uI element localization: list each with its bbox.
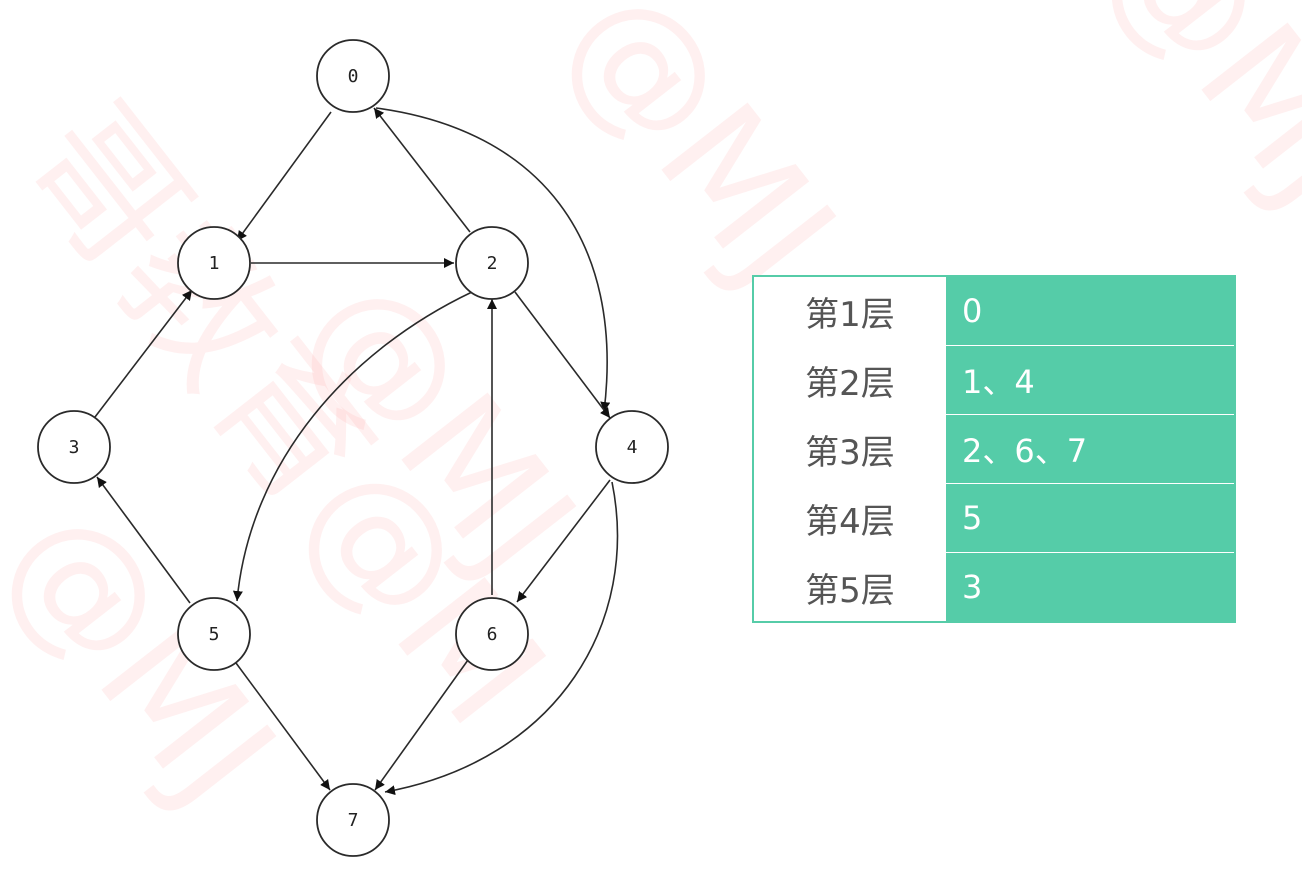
watermark-text: @MJ xyxy=(1072,0,1302,237)
node-3: 3 xyxy=(37,410,111,484)
edge-2-to-4 xyxy=(514,291,611,419)
node-6-label: 6 xyxy=(487,624,498,645)
level-row: 第4层 5 xyxy=(754,484,1234,553)
level-value: 5 xyxy=(946,484,1234,553)
edge-5-to-3 xyxy=(96,476,191,604)
level-row: 第5层 3 xyxy=(754,553,1234,621)
node-7: 7 xyxy=(316,783,390,857)
node-5: 5 xyxy=(177,597,251,671)
level-label: 第4层 xyxy=(805,501,895,542)
edge-0-to-1 xyxy=(236,111,332,242)
node-4: 4 xyxy=(595,410,669,484)
edge-5-to-7 xyxy=(235,662,331,791)
level-row: 第2层 1、4 xyxy=(754,346,1234,415)
edge-2-to-5 xyxy=(232,291,473,602)
level-value: 2、6、7 xyxy=(946,415,1234,484)
edge-6-to-7 xyxy=(374,659,469,791)
graph-nodes: 0 1 2 3 4 5 6 7 xyxy=(37,39,669,857)
level-row: 第3层 2、6、7 xyxy=(754,415,1234,484)
level-row: 第1层 0 xyxy=(754,277,1234,346)
edge-4-to-7 xyxy=(384,481,619,796)
node-5-label: 5 xyxy=(209,624,220,645)
node-7-label: 7 xyxy=(348,810,359,831)
graph-edges xyxy=(94,107,619,796)
level-label: 第5层 xyxy=(805,570,895,611)
node-1-label: 1 xyxy=(209,253,220,274)
edge-0-to-4 xyxy=(375,107,611,413)
level-value: 1、4 xyxy=(946,346,1234,415)
level-label: 第2层 xyxy=(805,363,895,404)
watermark-text: @MJ xyxy=(0,475,308,837)
node-1: 1 xyxy=(177,226,251,300)
level-value: 0 xyxy=(946,277,1234,346)
bfs-level-table: 第1层 0 第2层 1、4 第3层 2、6、7 第4层 5 第5层 3 xyxy=(752,275,1236,623)
level-value: 3 xyxy=(946,553,1234,621)
node-0-label: 0 xyxy=(348,66,359,87)
node-3-label: 3 xyxy=(69,437,80,458)
edge-4-to-6 xyxy=(516,479,611,603)
edge-3-to-1 xyxy=(94,289,193,418)
level-label: 第3层 xyxy=(805,432,895,473)
level-label: 第1层 xyxy=(805,294,895,335)
node-6: 6 xyxy=(455,597,529,671)
node-4-label: 4 xyxy=(627,437,638,458)
node-0: 0 xyxy=(316,39,390,113)
watermark-text: @MJ xyxy=(532,0,868,317)
node-2: 2 xyxy=(455,226,529,300)
edge-2-to-0 xyxy=(373,107,471,233)
node-2-label: 2 xyxy=(487,253,498,274)
